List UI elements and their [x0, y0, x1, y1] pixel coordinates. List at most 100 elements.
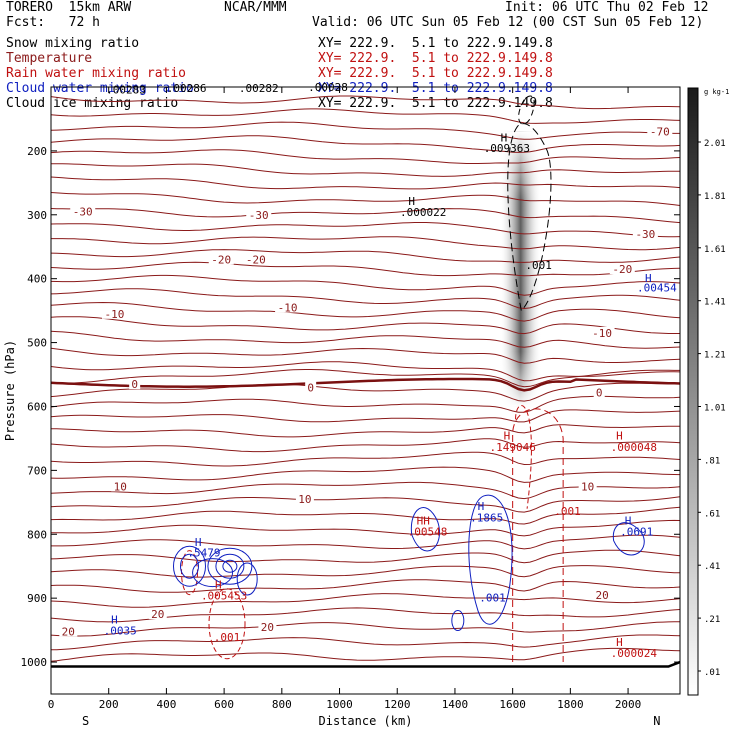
contour-annotation: HH — [417, 515, 430, 528]
contour-annotation: H — [504, 430, 511, 443]
isotherm-line — [50, 451, 681, 467]
north-label: N — [653, 714, 660, 728]
isotherm-label: -20 — [211, 254, 231, 267]
isotherm-label: 10 — [581, 480, 594, 493]
isotherm-line — [50, 192, 681, 206]
isotherm-label: -10 — [278, 301, 298, 314]
colorbar-tick-label: 1.81 — [704, 192, 726, 202]
isotherm-label-bg — [632, 227, 658, 239]
contour-annotation: H — [478, 500, 485, 513]
snow-shading-fade — [499, 131, 542, 407]
isotherm-line — [50, 409, 681, 423]
isotherm-label: 20 — [261, 621, 274, 634]
field-name-cloud-water: Cloud water mixing ratio — [6, 81, 194, 96]
colorbar-tick-label: .21 — [704, 615, 720, 625]
isotherm-label-bg — [243, 253, 269, 265]
contour-annotation: H — [616, 636, 623, 649]
contour-annotation: .00282 — [239, 82, 279, 95]
x-tick-label: 600 — [214, 698, 234, 711]
isotherm-label: -10 — [592, 327, 612, 340]
isotherm-line — [51, 236, 681, 251]
isotherm-label: -30 — [635, 228, 655, 241]
isotherm-line — [50, 361, 681, 382]
valid-time: Valid: 06 UTC Sun 05 Feb 12 (00 CST Sun … — [312, 15, 704, 30]
contour-annotation: H — [625, 515, 632, 528]
colorbar-tick-label: .41 — [704, 562, 720, 572]
contour-annotation: .000022 — [400, 206, 446, 219]
y-tick-label: 700 — [27, 464, 47, 477]
isotherm-label-bg — [275, 301, 301, 313]
isotherm-label: 0 — [596, 386, 603, 399]
isotherm-label-bg — [258, 620, 277, 632]
isotherm-label: 10 — [114, 480, 127, 493]
rain-contour — [512, 408, 564, 663]
isotherm-line — [50, 395, 681, 413]
cloud-water-contour — [192, 558, 234, 588]
field-xy-cloud-water: XY= 222.9. 5.1 to 222.9.149.8 — [318, 81, 553, 96]
isotherm-line — [50, 108, 681, 124]
contour-annotation: .009363 — [484, 142, 530, 155]
contour-annotation: .001 — [214, 631, 241, 644]
isotherm-line — [50, 316, 680, 335]
x-tick-label: 1200 — [384, 698, 411, 711]
isotherm-line — [50, 565, 681, 578]
org-label: NCAR/MMM — [224, 0, 287, 15]
x-axis-label: Distance (km) — [319, 714, 413, 728]
contour-annotation: H — [616, 430, 623, 443]
isotherm-label-bg — [589, 326, 615, 338]
cloud-water-contour-central — [468, 494, 513, 625]
y-tick-label: 200 — [27, 145, 47, 158]
isotherm-label: 10 — [298, 493, 311, 506]
x-tick-label: 2000 — [615, 698, 642, 711]
contour-annotation: .001 — [525, 259, 552, 272]
isotherm-label: -20 — [612, 263, 632, 276]
colorbar-tick-label: 1.01 — [704, 404, 726, 414]
isotherm-line — [50, 634, 681, 651]
isotherm-line — [51, 519, 681, 537]
colorbar-tick-label: 1.21 — [704, 351, 726, 361]
cloud-water-contour — [172, 545, 206, 587]
x-tick-label: 1800 — [557, 698, 584, 711]
contour-annotation: .001 — [479, 591, 506, 604]
isotherm-line — [50, 647, 681, 662]
rain-contour-inner — [515, 405, 532, 509]
isotherm-label-bg — [609, 263, 635, 275]
terrain-line — [51, 660, 681, 668]
isotherm-label-bg — [111, 480, 130, 492]
freezing-level-line — [50, 377, 681, 392]
isotherm-line — [50, 95, 681, 110]
field-xy-cloud-ice: XY= 222.9. 5.1 to 222.9.149.8 — [318, 96, 553, 111]
isotherm-line — [50, 382, 680, 402]
contour-annotation: H — [501, 131, 508, 144]
y-tick-label: 600 — [27, 400, 47, 413]
isotherm-label-bg — [148, 608, 167, 620]
contour-annotation: .0035 — [104, 625, 137, 638]
isotherm-label: 0 — [307, 381, 314, 394]
colorbar-tick-label: 2.01 — [704, 139, 726, 149]
contour-annotation: H — [645, 272, 652, 285]
isotherm-label-bg — [208, 253, 234, 265]
isotherm-label-bg — [101, 307, 127, 319]
contour-annotation: .0691 — [620, 526, 653, 539]
isotherm-line — [50, 347, 681, 364]
colorbar-tick-label: 1.41 — [704, 298, 726, 308]
field-name-snow: Snow mixing ratio — [6, 36, 140, 51]
isotherm-label-bg — [295, 493, 314, 505]
x-tick-label: 200 — [99, 698, 119, 711]
colorbar-bar — [687, 87, 699, 696]
y-tick-label: 900 — [27, 592, 47, 605]
cloud-water-contour — [207, 547, 253, 585]
isotherm-line — [50, 208, 681, 224]
field-name-temperature: Temperature — [6, 51, 93, 66]
forecast-hour: Fcst: 72 h — [6, 15, 100, 30]
isotherm-label: -70 — [650, 126, 670, 139]
colorbar-tick-label: .81 — [704, 456, 720, 466]
x-tick-label: 1400 — [442, 698, 469, 711]
isotherm-label: 0 — [131, 378, 138, 391]
isotherm-label-bg — [59, 625, 78, 637]
contour-annotation: .005453 — [201, 589, 247, 602]
x-tick-label: 800 — [272, 698, 292, 711]
isotherm-label-bg — [246, 208, 272, 220]
isotherm-label-bg — [578, 480, 597, 492]
contour-annotation: .001 — [554, 505, 581, 518]
